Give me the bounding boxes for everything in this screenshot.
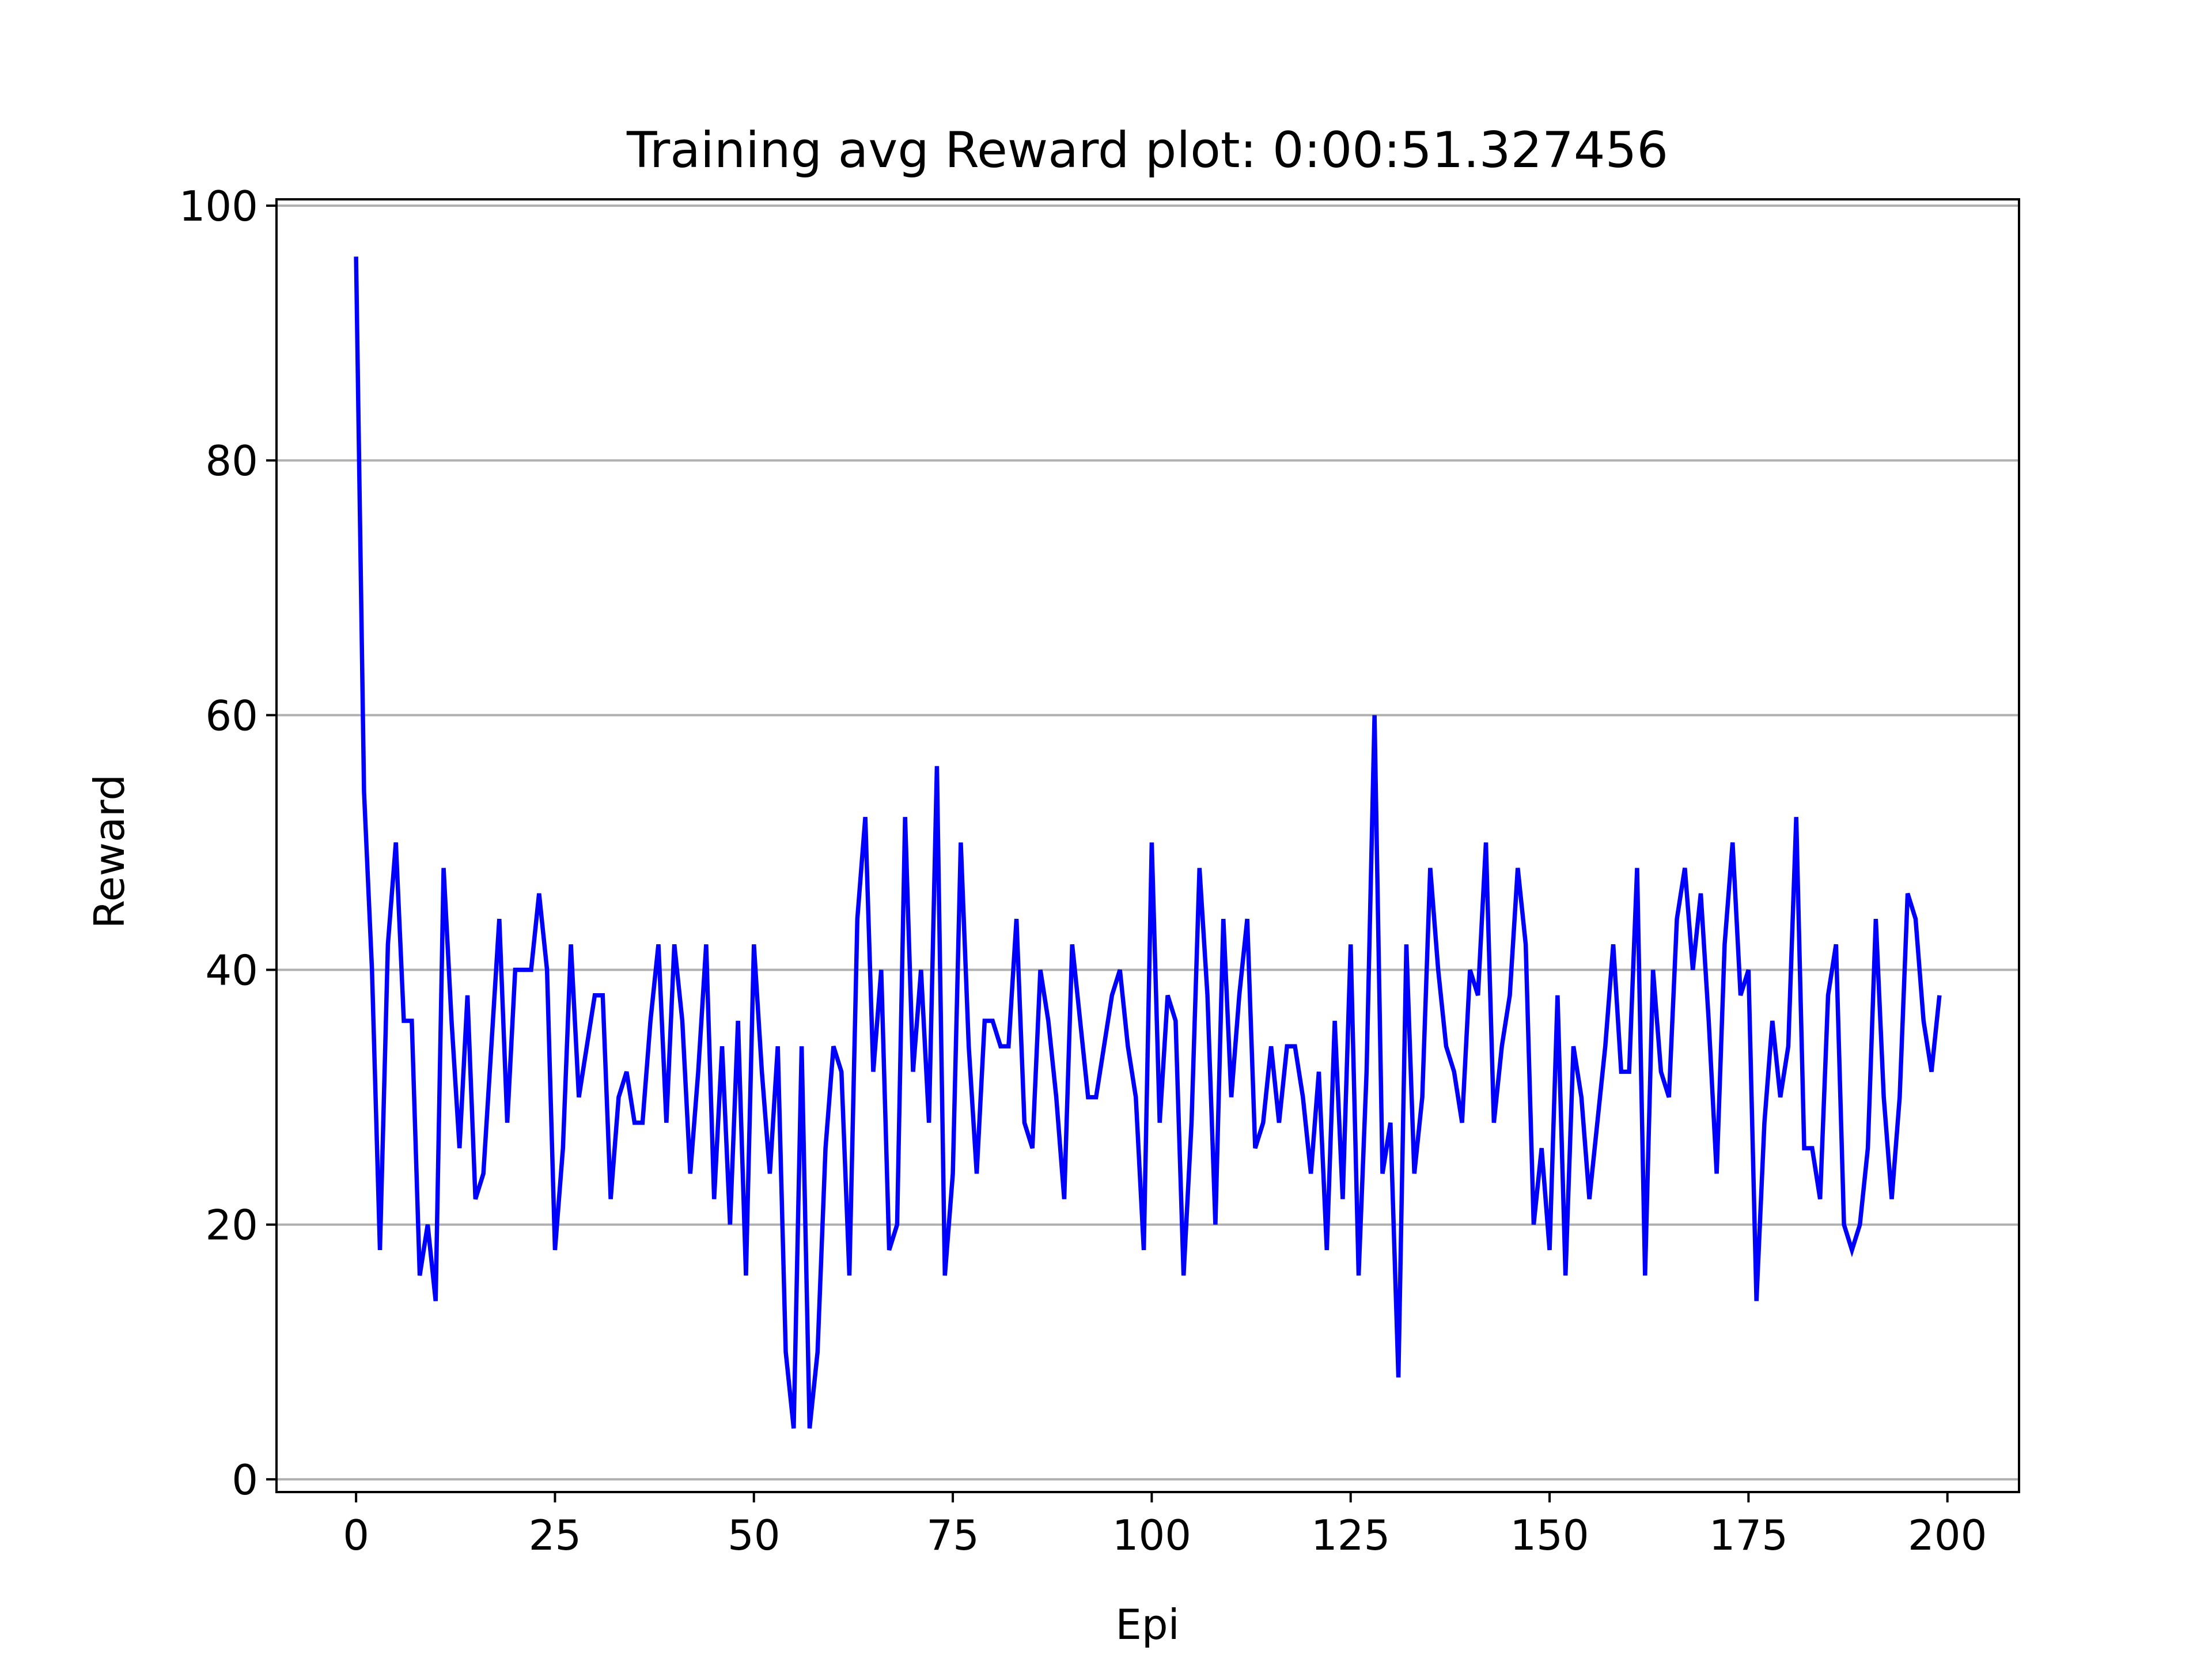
y-tick-label: 20 [205,1201,258,1250]
x-tick-label: 175 [1709,1511,1788,1559]
y-tick-label: 0 [232,1456,258,1504]
x-tick-label: 150 [1510,1511,1589,1559]
x-axis-label: Epi [1115,1600,1179,1649]
y-tick-label: 80 [205,437,258,485]
x-tick-label: 25 [529,1511,582,1559]
y-tick-label: 100 [179,182,258,230]
chart-title: Training avg Reward plot: 0:00:51.327456 [626,122,1668,179]
series-layer [354,256,1942,1429]
plot-area-frame [275,198,2020,1493]
y-axis-label: Reward [85,774,134,929]
x-tick-label: 200 [1908,1511,1987,1559]
x-tick-label: 0 [343,1511,369,1559]
x-axis-ticks: 0 25 50 75 100 125 150 175 200 [343,1492,1987,1559]
x-tick-label: 50 [728,1511,781,1559]
x-tick-label: 125 [1311,1511,1390,1559]
x-tick-label: 100 [1112,1511,1191,1559]
reward-series-line [354,256,1942,1429]
x-tick-label: 75 [926,1511,979,1559]
y-tick-label: 40 [205,947,258,995]
y-axis-ticks: 0 20 40 60 80 100 [179,182,276,1504]
y-tick-label: 60 [205,691,258,740]
